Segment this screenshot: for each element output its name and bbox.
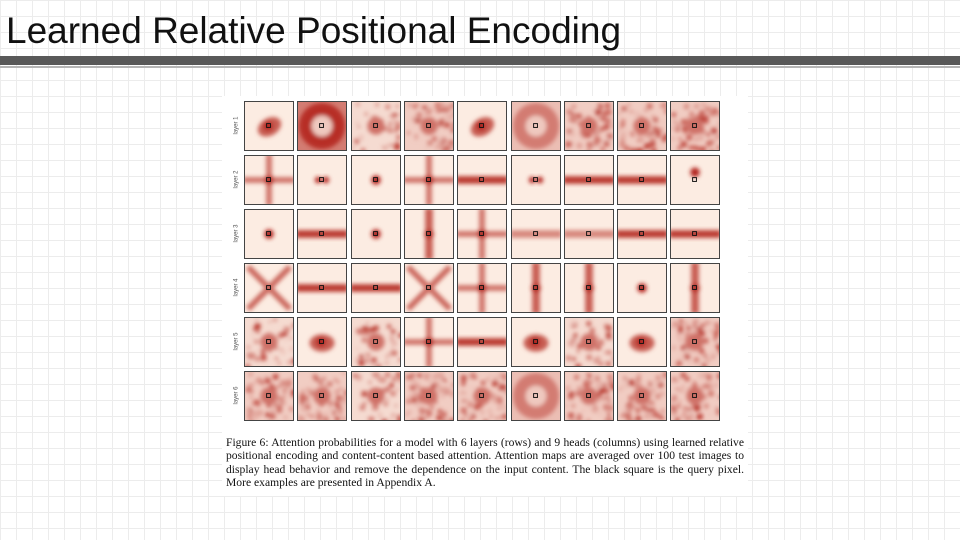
- attention-map: [403, 101, 454, 151]
- row-label: layer 5: [233, 332, 240, 351]
- caption-text: Attention probabilities for a model with…: [226, 436, 744, 489]
- attention-map: [403, 209, 454, 259]
- attention-map: [510, 263, 561, 313]
- figure-caption: Figure 6: Attention probabilities for a …: [226, 436, 744, 489]
- attention-map: [403, 263, 454, 313]
- attention-map: [510, 101, 561, 151]
- attention-map: [617, 209, 668, 259]
- attention-map: [563, 209, 614, 259]
- attention-map: [350, 371, 401, 421]
- attention-grid: layer 1 layer 2 layer 3 layer 4 layer 5 layer…: [222, 96, 748, 426]
- attention-map: [617, 155, 668, 205]
- attention-map: [350, 263, 401, 313]
- attention-map: [457, 263, 508, 313]
- attention-figure: layer 1 layer 2 layer 3 layer 4 layer 5 layer…: [222, 96, 748, 496]
- attention-map: [403, 371, 454, 421]
- attention-map: [297, 209, 348, 259]
- attention-map: [617, 101, 668, 151]
- attention-map: [403, 317, 454, 367]
- attention-map: [617, 317, 668, 367]
- attention-map: [244, 101, 294, 151]
- attention-map: [244, 371, 294, 421]
- attention-map: [457, 101, 508, 151]
- attention-map: [563, 101, 614, 151]
- attention-map: [457, 371, 508, 421]
- attention-map: [244, 263, 294, 313]
- attention-map: [297, 155, 348, 205]
- attention-map: [617, 371, 668, 421]
- attention-map: [563, 317, 614, 367]
- attention-map: [350, 101, 401, 151]
- attention-map: [563, 371, 614, 421]
- attention-map: [510, 155, 561, 205]
- attention-map: [670, 263, 721, 313]
- attention-map: [617, 263, 668, 313]
- row-label: layer 4: [233, 278, 240, 297]
- row-label: layer 1: [233, 116, 240, 135]
- caption-lead: Figure 6:: [226, 436, 269, 449]
- attention-map: [350, 317, 401, 367]
- attention-map: [350, 209, 401, 259]
- row-label: layer 2: [233, 170, 240, 189]
- attention-map: [510, 371, 561, 421]
- attention-map: [244, 155, 294, 205]
- row-label: layer 6: [233, 386, 240, 405]
- attention-map: [403, 155, 454, 205]
- attention-map: [457, 209, 508, 259]
- attention-map: [297, 371, 348, 421]
- attention-map: [244, 209, 294, 259]
- attention-map: [670, 209, 721, 259]
- row-label: layer 3: [233, 224, 240, 243]
- attention-map: [297, 263, 348, 313]
- attention-map: [297, 101, 348, 151]
- attention-map: [510, 209, 561, 259]
- title-divider: [0, 56, 960, 68]
- slide-title: Learned Relative Positional Encoding: [6, 10, 622, 51]
- attention-map: [670, 371, 721, 421]
- attention-map: [563, 155, 614, 205]
- attention-map: [510, 317, 561, 367]
- attention-map: [670, 317, 721, 367]
- attention-map: [670, 155, 721, 205]
- attention-map: [563, 263, 614, 313]
- attention-map: [350, 155, 401, 205]
- attention-map: [670, 101, 721, 151]
- attention-map: [457, 155, 508, 205]
- attention-map: [457, 317, 508, 367]
- attention-map: [244, 317, 294, 367]
- attention-map: [297, 317, 348, 367]
